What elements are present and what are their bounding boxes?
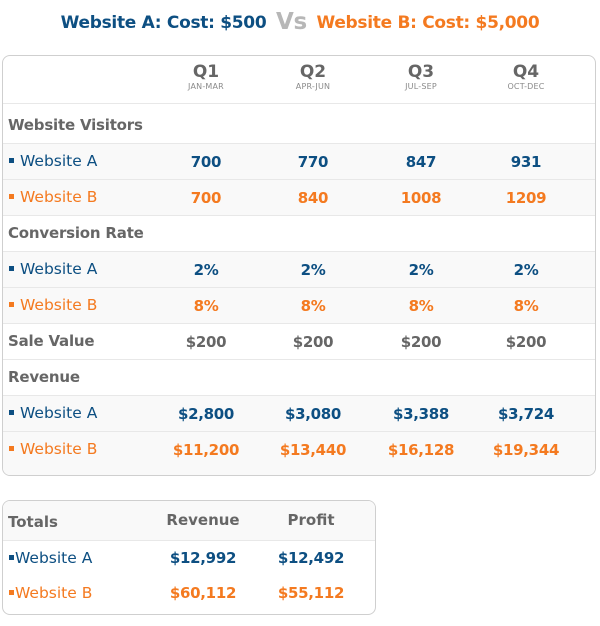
total-revenue: $60,112 — [169, 584, 237, 602]
row-label-website-b: Website B — [9, 188, 97, 206]
blue-square-icon — [9, 410, 14, 415]
row-label-website-a: Website A — [9, 260, 97, 278]
quarter-label: Q3 — [407, 62, 435, 82]
blue-square-icon — [9, 555, 14, 560]
row-label-website-b: Website B — [9, 584, 92, 602]
orange-square-icon — [9, 446, 14, 451]
row-label-website-a: Website A — [9, 404, 97, 422]
cell-q3: 8% — [408, 297, 434, 315]
cell-q4: 931 — [510, 153, 542, 171]
section-title: Website Visitors — [8, 116, 143, 134]
comparison-title: Website A: Cost: $500 Vs Website B: Cost… — [0, 9, 600, 35]
cell-q4: 1209 — [505, 189, 547, 207]
cell-q2: 8% — [300, 297, 326, 315]
quarter-header-q4: Q4 OCT-DEC — [476, 62, 576, 92]
quarter-months: OCT-DEC — [507, 82, 545, 91]
row-label-website-b: Website B — [9, 440, 97, 458]
cell-q4: 2% — [513, 261, 539, 279]
section-header-visitors: Website Visitors — [3, 108, 595, 144]
website-a-cost: Website A: Cost: $500 — [60, 13, 267, 33]
row-label-website-a: Website A — [9, 152, 97, 170]
quarter-months: JUL-SEP — [405, 82, 437, 91]
row-label-website-a: Website A — [9, 549, 92, 567]
column-header-revenue: Revenue — [166, 511, 240, 529]
section-header-revenue: Revenue — [3, 360, 595, 396]
orange-square-icon — [9, 302, 14, 307]
quarter-months: APR-JUN — [295, 82, 331, 91]
quarter-header-row: Q1 JAN-MAR Q2 APR-JUN Q3 JUL-SEP Q4 OCT-… — [3, 56, 595, 104]
blue-square-icon — [9, 266, 14, 271]
totals-header-row: Totals Revenue Profit — [3, 501, 375, 541]
label-text: Website A — [20, 260, 98, 278]
blue-square-icon — [9, 158, 14, 163]
section-header-conversion: Conversion Rate — [3, 216, 595, 252]
website-b-cost: Website B: Cost: $5,000 — [316, 13, 540, 33]
cell-q1: 700 — [190, 153, 222, 171]
cell-q3: $200 — [400, 333, 442, 351]
totals-title: Totals — [8, 513, 58, 531]
total-revenue: $12,992 — [169, 549, 237, 567]
totals-row-website-a: Website A $12,992 $12,492 — [3, 541, 375, 577]
cell-q1: $200 — [185, 333, 227, 351]
total-profit: $55,112 — [277, 584, 345, 602]
totals-table: Totals Revenue Profit Website A $12,992 … — [2, 500, 376, 615]
cell-q1: $2,800 — [177, 405, 235, 423]
quarter-header-q1: Q1 JAN-MAR — [156, 62, 256, 92]
cell-q3: 847 — [405, 153, 437, 171]
section-title: Sale Value — [8, 332, 95, 350]
cell-q2: $13,440 — [279, 441, 347, 459]
quarter-header-q2: Q2 APR-JUN — [263, 62, 363, 92]
cell-q1: 2% — [193, 261, 219, 279]
quarter-label: Q1 — [192, 62, 220, 82]
orange-square-icon — [9, 590, 14, 595]
cell-q3: 2% — [408, 261, 434, 279]
cell-q2: $3,080 — [284, 405, 342, 423]
cell-q3: $3,388 — [392, 405, 450, 423]
label-text: Website A — [20, 404, 98, 422]
cell-q2: $200 — [292, 333, 334, 351]
column-header-profit: Profit — [287, 511, 335, 529]
cell-q4: $200 — [505, 333, 547, 351]
cell-q3: $16,128 — [387, 441, 455, 459]
row-label-website-b: Website B — [9, 296, 97, 314]
cell-q4: $19,344 — [492, 441, 560, 459]
cell-q1: $11,200 — [172, 441, 240, 459]
label-text: Website B — [20, 188, 98, 206]
label-text: Website B — [20, 440, 98, 458]
cell-q4: $3,724 — [497, 405, 555, 423]
label-text: Website B — [15, 584, 93, 602]
cell-q4: 8% — [513, 297, 539, 315]
orange-square-icon — [9, 194, 14, 199]
quarterly-comparison-table: Q1 JAN-MAR Q2 APR-JUN Q3 JUL-SEP Q4 OCT-… — [2, 55, 596, 476]
table-row-visitors-a: Website A 700 770 847 931 — [3, 144, 595, 180]
cell-q2: 2% — [300, 261, 326, 279]
quarter-label: Q4 — [512, 62, 540, 82]
table-row-conversion-a: Website A 2% 2% 2% 2% — [3, 252, 595, 288]
totals-row-website-b: Website B $60,112 $55,112 — [3, 576, 375, 612]
table-row-visitors-b: Website B 700 840 1008 1209 — [3, 180, 595, 216]
cell-q3: 1008 — [400, 189, 442, 207]
cell-q2: 770 — [297, 153, 329, 171]
table-row-revenue-a: Website A $2,800 $3,080 $3,388 $3,724 — [3, 396, 595, 432]
table-row-conversion-b: Website B 8% 8% 8% 8% — [3, 288, 595, 324]
label-text: Website B — [20, 296, 98, 314]
table-row-sale-value: Sale Value $200 $200 $200 $200 — [3, 324, 595, 360]
cell-q1: 8% — [193, 297, 219, 315]
vs-label: Vs — [275, 9, 307, 35]
total-profit: $12,492 — [277, 549, 345, 567]
quarter-header-q3: Q3 JUL-SEP — [371, 62, 471, 92]
section-title: Conversion Rate — [8, 224, 144, 242]
table-row-revenue-b: Website B $11,200 $13,440 $16,128 $19,34… — [3, 432, 595, 475]
section-title: Revenue — [8, 368, 80, 386]
quarter-months: JAN-MAR — [188, 82, 224, 91]
quarter-label: Q2 — [299, 62, 327, 82]
cell-q1: 700 — [190, 189, 222, 207]
label-text: Website A — [15, 549, 93, 567]
cell-q2: 840 — [297, 189, 329, 207]
label-text: Website A — [20, 152, 98, 170]
